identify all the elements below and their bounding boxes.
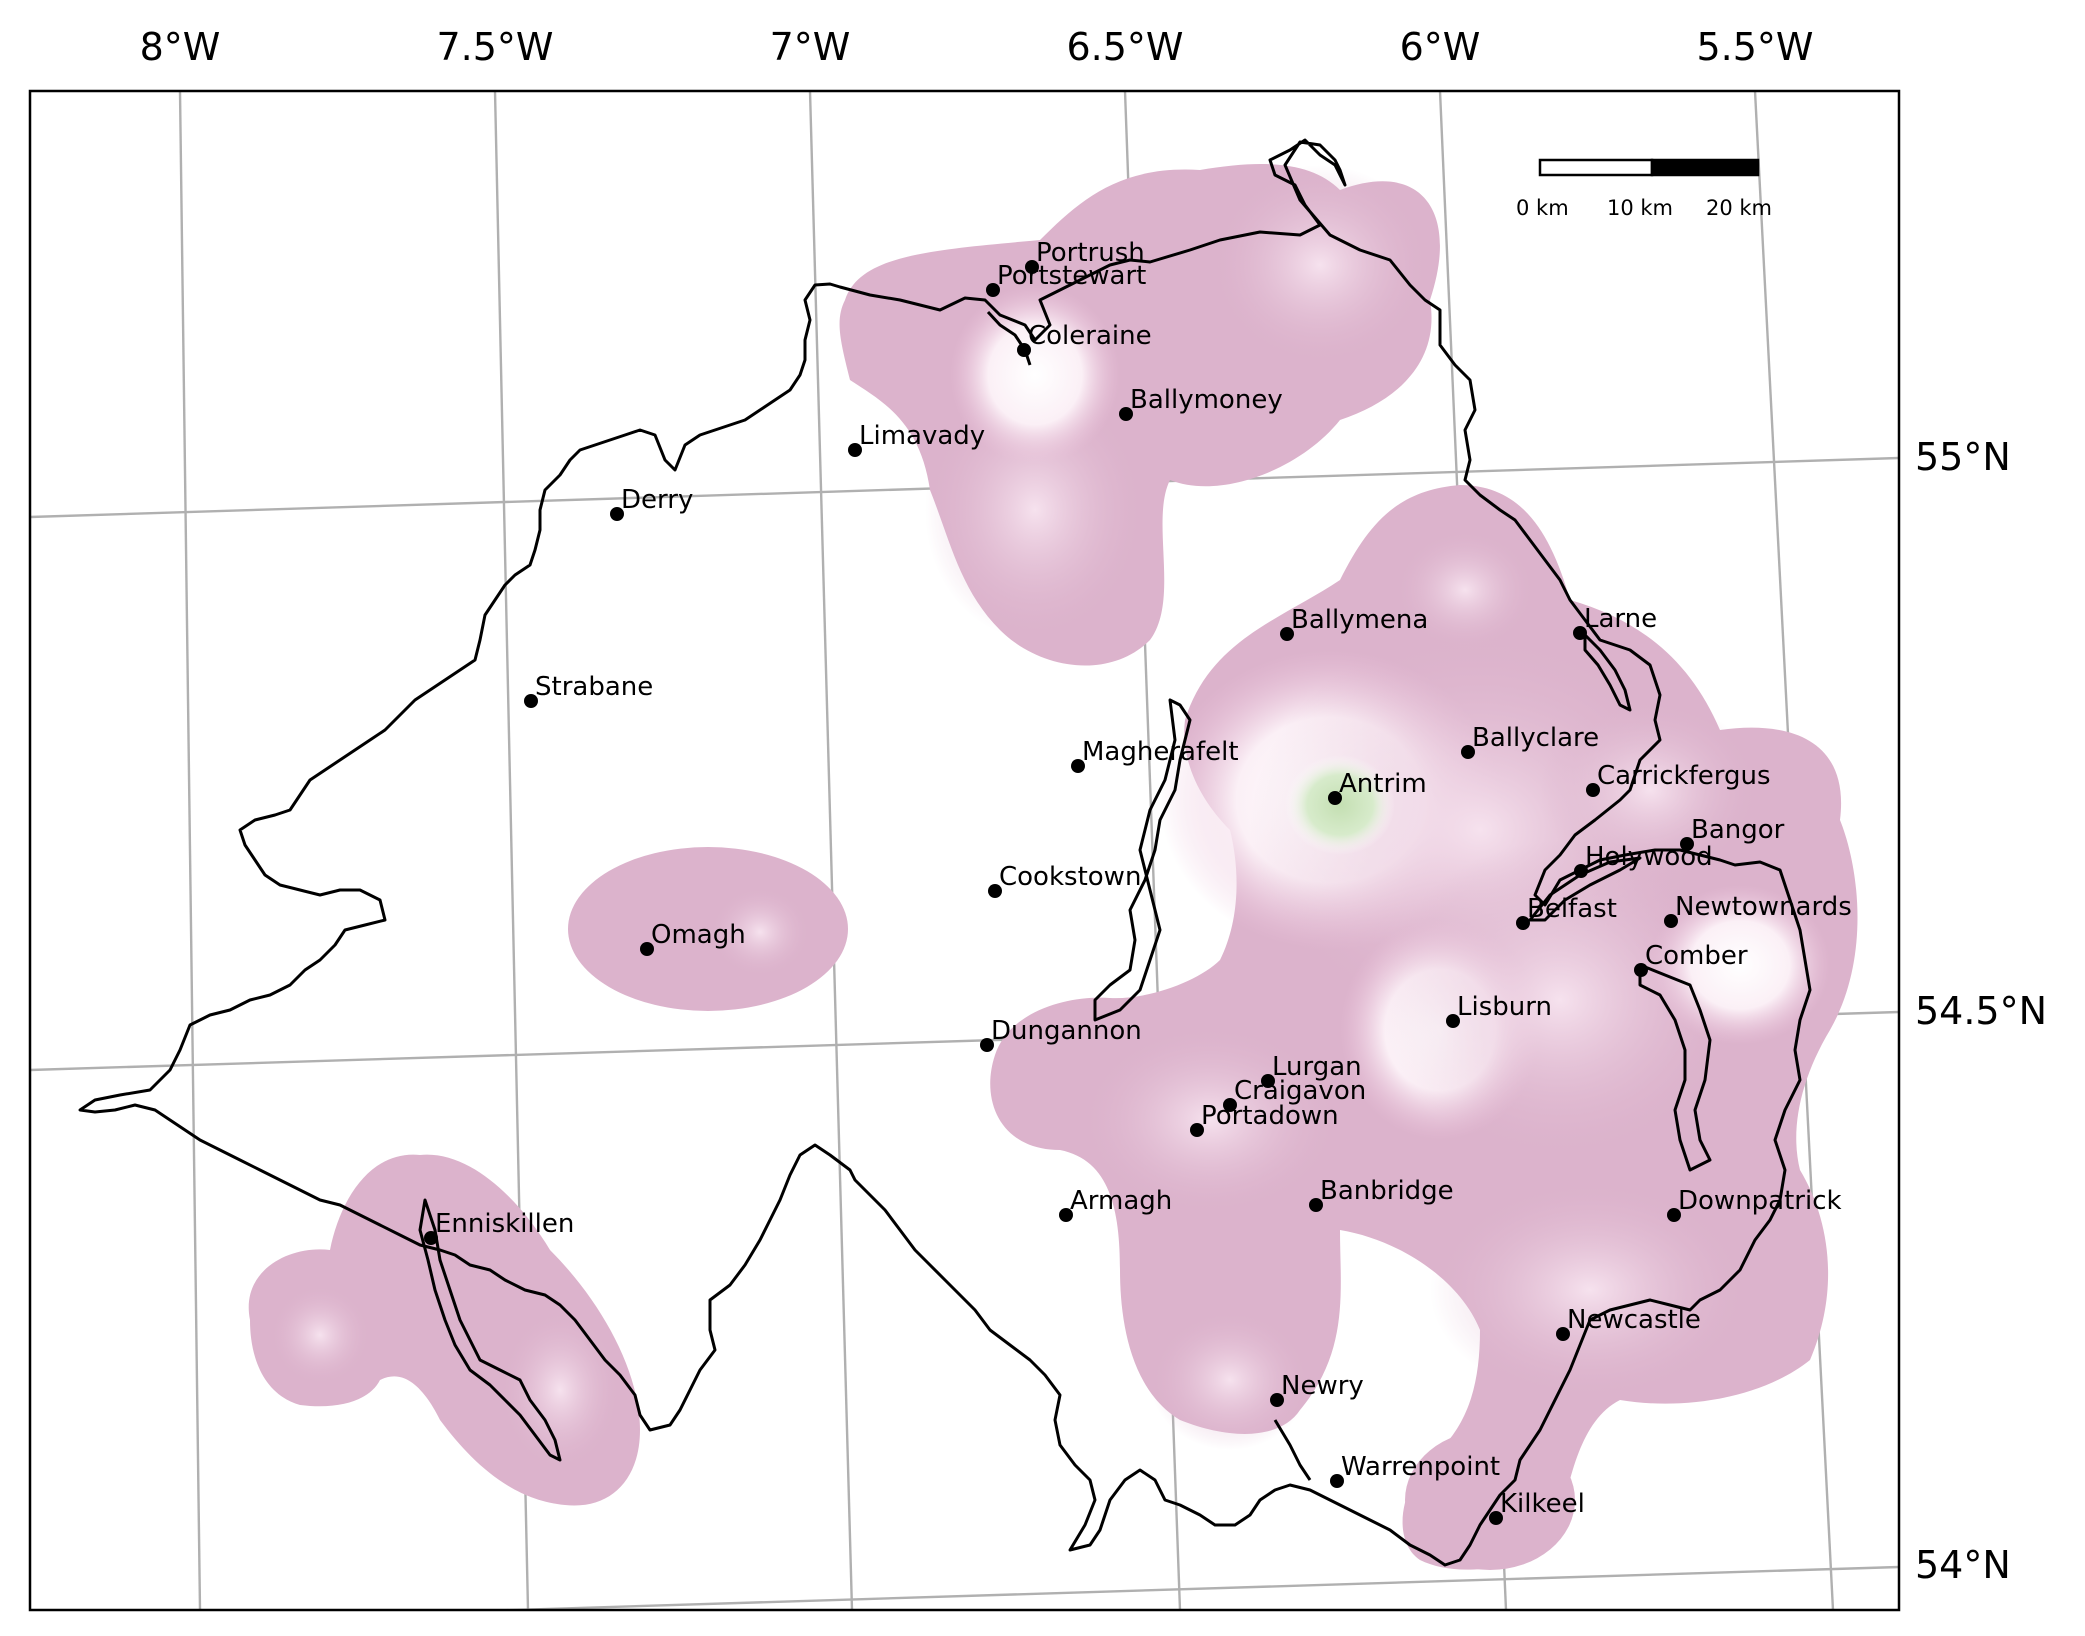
country-outline <box>78 138 1812 1567</box>
city-marker-warrenpoint <box>1330 1474 1344 1488</box>
city-marker-ballymena <box>1280 627 1294 641</box>
lon-label-8w: 8°W <box>140 25 221 69</box>
city-label-antrim: Antrim <box>1339 769 1427 799</box>
city-label-dungannon: Dungannon <box>991 1016 1142 1046</box>
city-marker-cookstown <box>988 884 1002 898</box>
city-label-newtownards: Newtownards <box>1675 892 1852 922</box>
city-marker-banbridge <box>1309 1198 1323 1212</box>
scale-label-20: 20 km <box>1706 196 1772 220</box>
city-label-craigavon: Craigavon <box>1234 1076 1366 1106</box>
meridian-8w <box>178 91 202 1610</box>
lon-label-6-5w: 6.5°W <box>1066 25 1183 69</box>
lat-label-54n: 54°N <box>1915 1543 2011 1587</box>
city-marker-portrush <box>1025 260 1039 274</box>
city-marker-craigavon <box>1223 1098 1237 1112</box>
city-marker-limavady <box>848 443 862 457</box>
city-label-warrenpoint: Warrenpoint <box>1341 1452 1500 1482</box>
city-label-banbridge: Banbridge <box>1320 1176 1454 1206</box>
lon-label-5-5w: 5.5°W <box>1696 25 1813 69</box>
city-label-newry: Newry <box>1281 1371 1364 1401</box>
city-marker-larne <box>1573 626 1587 640</box>
city-label-comber: Comber <box>1645 941 1748 971</box>
city-marker-coleraine <box>1017 343 1031 357</box>
city-marker-omagh <box>640 942 654 956</box>
city-label-ballyclare: Ballyclare <box>1472 723 1599 753</box>
city-label-portrush: Portrush <box>1036 238 1145 268</box>
city-marker-derry <box>610 507 624 521</box>
city-label-larne: Larne <box>1584 604 1657 634</box>
city-label-limavady: Limavady <box>859 421 985 451</box>
city-marker-bangor <box>1680 837 1694 851</box>
city-marker-lurgan <box>1261 1074 1275 1088</box>
scale-label-0: 0 km <box>1516 196 1569 220</box>
city-label-belfast: Belfast <box>1527 894 1617 924</box>
city-label-omagh: Omagh <box>651 920 746 950</box>
larne-lough-outline <box>1583 633 1632 712</box>
city-label-kilkeel: Kilkeel <box>1500 1489 1585 1519</box>
scale-bar-black-segment <box>1650 158 1760 177</box>
belfast-lough-outline <box>1528 856 1642 922</box>
city-marker-belfast <box>1516 916 1530 930</box>
lat-label-55n: 55°N <box>1915 435 2011 479</box>
city-marker-armagh <box>1059 1208 1073 1222</box>
city-marker-downpatrick <box>1667 1208 1681 1222</box>
city-marker-comber <box>1634 963 1648 977</box>
city-label-magherafelt: Magherafelt <box>1082 737 1239 767</box>
lough-erne-outline <box>418 1198 562 1462</box>
latitude-labels: 55°N 54.5°N 54°N <box>1915 435 2047 1587</box>
scale-bar-white-segment <box>1538 158 1654 177</box>
city-marker-magherafelt <box>1071 759 1085 773</box>
lough-neagh-outline <box>1093 698 1192 1022</box>
lon-label-7w: 7°W <box>770 25 851 69</box>
city-label-newcastle: Newcastle <box>1567 1305 1701 1335</box>
city-marker-carrickfergus <box>1586 783 1600 797</box>
city-label-armagh: Armagh <box>1070 1186 1172 1216</box>
city-marker-newtownards <box>1664 914 1678 928</box>
city-marker-portstewart <box>986 283 1000 297</box>
city-marker-lisburn <box>1446 1014 1460 1028</box>
city-marker-dungannon <box>980 1038 994 1052</box>
city-marker-newcastle <box>1556 1327 1570 1341</box>
scale-label-10: 10 km <box>1607 196 1673 220</box>
lon-label-7-5w: 7.5°W <box>436 25 553 69</box>
city-marker-antrim <box>1328 791 1342 805</box>
city-label-cookstown: Cookstown <box>999 862 1141 892</box>
city-label-coleraine: Coleraine <box>1028 321 1152 351</box>
city-label-downpatrick: Downpatrick <box>1678 1186 1842 1216</box>
parallel-54n <box>474 1565 1899 1610</box>
city-marker-strabane <box>524 694 538 708</box>
city-marker-newry <box>1270 1393 1284 1407</box>
city-marker-ballymoney <box>1119 407 1133 421</box>
city-label-ballymoney: Ballymoney <box>1130 385 1283 415</box>
lat-label-54-5n: 54.5°N <box>1915 989 2047 1033</box>
city-label-ballymena: Ballymena <box>1291 605 1428 635</box>
city-label-strabane: Strabane <box>535 672 653 702</box>
city-marker-holywood <box>1574 864 1588 878</box>
city-label-portstewart: Portstewart <box>997 261 1146 291</box>
city-label-enniskillen: Enniskillen <box>435 1209 574 1239</box>
map-frame <box>28 89 1901 1612</box>
strangford-lough-outline <box>1638 963 1712 1172</box>
city-label-lurgan: Lurgan <box>1272 1052 1362 1082</box>
city-marker-kilkeel <box>1489 1511 1503 1525</box>
city-label-bangor: Bangor <box>1691 815 1785 845</box>
scale-bar: 0 km 10 km 20 km <box>1516 158 1772 220</box>
city-label-portadown: Portadown <box>1201 1101 1339 1131</box>
city-label-lisburn: Lisburn <box>1457 992 1552 1022</box>
city-label-derry: Derry <box>621 485 693 515</box>
city-marker-ballyclare <box>1461 745 1475 759</box>
density-region-kilkeel <box>1405 1430 1575 1570</box>
newry-canal-outline <box>1273 1419 1312 1481</box>
city-marker-enniskillen <box>424 1231 438 1245</box>
city-marker-portadown <box>1190 1123 1204 1137</box>
meridian-7w <box>808 91 854 1610</box>
lon-label-6w: 6°W <box>1400 25 1481 69</box>
city-label-carrickfergus: Carrickfergus <box>1597 761 1771 791</box>
longitude-labels: 8°W 7.5°W 7°W 6.5°W 6°W 5.5°W <box>140 25 1814 69</box>
density-surface <box>248 164 1858 1570</box>
city-label-holywood: Holywood <box>1585 842 1713 872</box>
